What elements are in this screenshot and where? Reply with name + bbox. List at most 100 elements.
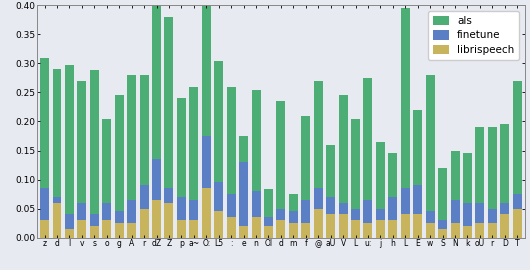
Bar [252,217,261,238]
Bar [102,220,111,238]
Bar [426,223,435,238]
Bar [438,168,447,220]
Bar [164,188,173,203]
Bar [413,185,422,214]
Bar [463,203,472,226]
Bar [463,226,472,238]
Bar [277,220,285,238]
Bar [114,211,123,223]
Bar [214,211,223,238]
Bar [289,194,298,211]
Bar [450,223,460,238]
Bar [401,188,410,214]
Bar [202,136,211,188]
Bar [239,162,248,226]
Bar [289,211,298,223]
Bar [227,194,236,217]
Bar [326,145,335,197]
Bar [450,200,460,223]
Bar [264,217,273,226]
Bar [376,220,385,238]
Bar [227,217,236,238]
Bar [264,190,273,217]
Bar [214,60,223,183]
Bar [189,87,198,200]
Bar [326,197,335,214]
Bar [351,220,360,238]
Bar [488,223,497,238]
Bar [152,159,161,200]
Bar [351,119,360,208]
Bar [513,194,522,208]
Bar [500,124,509,203]
Bar [77,220,86,238]
Bar [364,78,373,200]
Bar [239,226,248,238]
Bar [139,208,148,238]
Bar [252,191,261,217]
Bar [475,203,484,223]
Bar [152,5,161,159]
Bar [301,223,310,238]
Bar [264,226,273,238]
Bar [189,200,198,220]
Bar [77,81,86,203]
Legend: als, finetune, librispeech: als, finetune, librispeech [428,11,519,60]
Bar [127,75,136,200]
Bar [475,223,484,238]
Bar [426,211,435,223]
Bar [127,200,136,223]
Bar [388,220,398,238]
Bar [152,200,161,238]
Bar [376,142,385,208]
Bar [52,69,61,197]
Bar [301,116,310,200]
Bar [189,220,198,238]
Bar [90,226,99,238]
Bar [52,197,61,203]
Bar [426,75,435,211]
Bar [177,98,186,197]
Bar [475,127,484,203]
Bar [314,188,323,208]
Bar [177,220,186,238]
Bar [413,110,422,185]
Bar [277,208,285,220]
Bar [500,203,509,214]
Bar [114,223,123,238]
Bar [376,208,385,220]
Bar [102,119,111,203]
Bar [314,81,323,188]
Bar [114,95,123,211]
Bar [77,203,86,220]
Bar [40,188,49,220]
Bar [388,153,398,197]
Bar [388,197,398,220]
Bar [90,214,99,226]
Bar [513,208,522,238]
Bar [202,188,211,238]
Bar [339,95,348,203]
Bar [438,229,447,238]
Bar [90,70,99,214]
Bar [102,203,111,220]
Bar [40,220,49,238]
Bar [438,220,447,229]
Bar [351,208,360,220]
Bar [339,214,348,238]
Bar [202,0,211,136]
Bar [65,214,74,229]
Bar [463,153,472,203]
Bar [488,208,497,223]
Bar [513,81,522,194]
Bar [314,208,323,238]
Bar [139,75,148,185]
Bar [65,65,74,214]
Bar [450,151,460,200]
Bar [364,223,373,238]
Bar [301,200,310,223]
Bar [214,183,223,211]
Bar [339,203,348,214]
Bar [164,203,173,238]
Bar [277,101,285,208]
